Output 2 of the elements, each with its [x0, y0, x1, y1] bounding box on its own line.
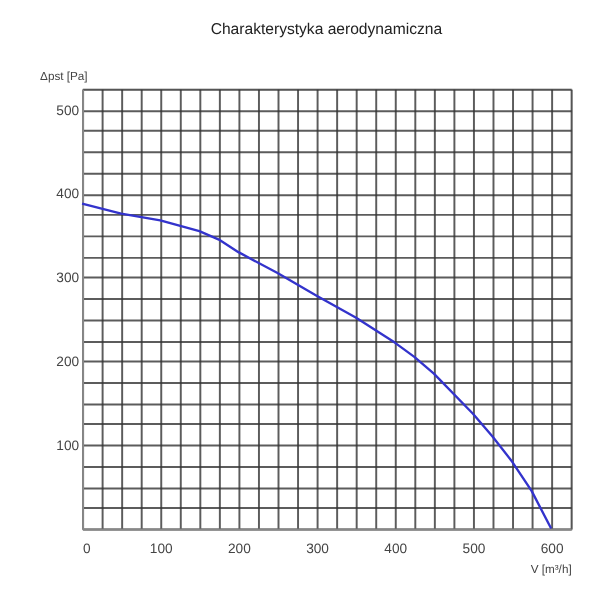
line-series: [80, 202, 553, 530]
chart-title: Charakterystyka aerodynamiczna: [210, 20, 444, 39]
